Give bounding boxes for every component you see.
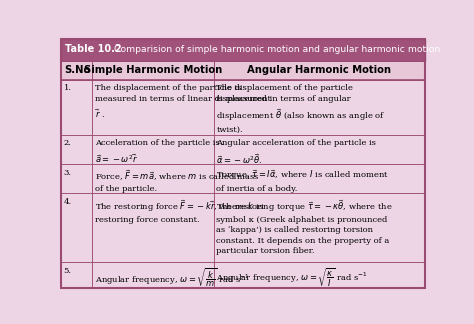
Text: Force, $\vec{F}=m\vec{a}$, where $m$ is called mass
of the particle.: Force, $\vec{F}=m\vec{a}$, where $m$ is … (95, 168, 259, 193)
Bar (214, 135, 425, 164)
Text: 2.: 2. (64, 139, 72, 147)
Text: Acceleration of the particle is
$\vec{a}=-\omega^2\vec{r}$: Acceleration of the particle is $\vec{a}… (95, 139, 219, 165)
Text: Comparision of simple harmonic motion and angular harmonic motion: Comparision of simple harmonic motion an… (108, 45, 440, 54)
Bar (214, 80, 425, 135)
Bar (61, 80, 92, 135)
Bar (61, 164, 92, 193)
Text: Angular acceleration of the particle is
$\vec{\alpha}=-\omega^2\vec{\theta}$.: Angular acceleration of the particle is … (217, 139, 376, 166)
Bar (92, 80, 214, 135)
Bar (214, 262, 425, 288)
Bar (61, 193, 92, 262)
Text: Angular frequency, $\omega=\sqrt{\dfrac{k}{m}}$ rad s$^{-1}$: Angular frequency, $\omega=\sqrt{\dfrac{… (95, 267, 249, 289)
Text: Angular frequency, $\omega=\sqrt{\dfrac{\kappa}{I}}$ rad s$^{-1}$: Angular frequency, $\omega=\sqrt{\dfrac{… (217, 267, 368, 289)
Text: Angular Harmonic Motion: Angular Harmonic Motion (247, 65, 392, 75)
Text: The restoring torque $\vec{\tau}=-\kappa\vec{\theta}$, where the
symbol κ (Greek: The restoring torque $\vec{\tau}=-\kappa… (217, 198, 393, 255)
Bar (92, 193, 214, 262)
Text: 5.: 5. (64, 267, 72, 274)
Bar (61, 61, 425, 80)
Bar (92, 164, 214, 193)
Text: 3.: 3. (64, 168, 72, 177)
Text: The restoring force $\vec{F}=-k\vec{r}$, where $k$ is
restoring force constant.: The restoring force $\vec{F}=-k\vec{r}$,… (95, 198, 264, 224)
Bar (92, 135, 214, 164)
Text: The displacement of the particle is
measured in terms of linear displacement
$\v: The displacement of the particle is meas… (95, 84, 271, 120)
Bar (214, 164, 425, 193)
Bar (214, 193, 425, 262)
Bar (61, 262, 92, 288)
Bar (92, 61, 214, 80)
Text: S.No: S.No (64, 65, 90, 75)
Text: 1.: 1. (64, 84, 72, 92)
Text: The displacement of the particle
is measured in terms of angular
displacement $\: The displacement of the particle is meas… (217, 84, 386, 134)
Bar (214, 61, 425, 80)
Bar (92, 262, 214, 288)
Text: 4.: 4. (64, 198, 72, 206)
Bar (61, 135, 92, 164)
Text: Simple Harmonic Motion: Simple Harmonic Motion (84, 65, 222, 75)
Text: Torque, $\vec{\tau}=I\vec{\alpha}$, where $I$ is called moment
of inertia of a b: Torque, $\vec{\tau}=I\vec{\alpha}$, wher… (217, 168, 389, 193)
Bar (61, 40, 425, 61)
Text: Table 10.2: Table 10.2 (65, 44, 121, 54)
